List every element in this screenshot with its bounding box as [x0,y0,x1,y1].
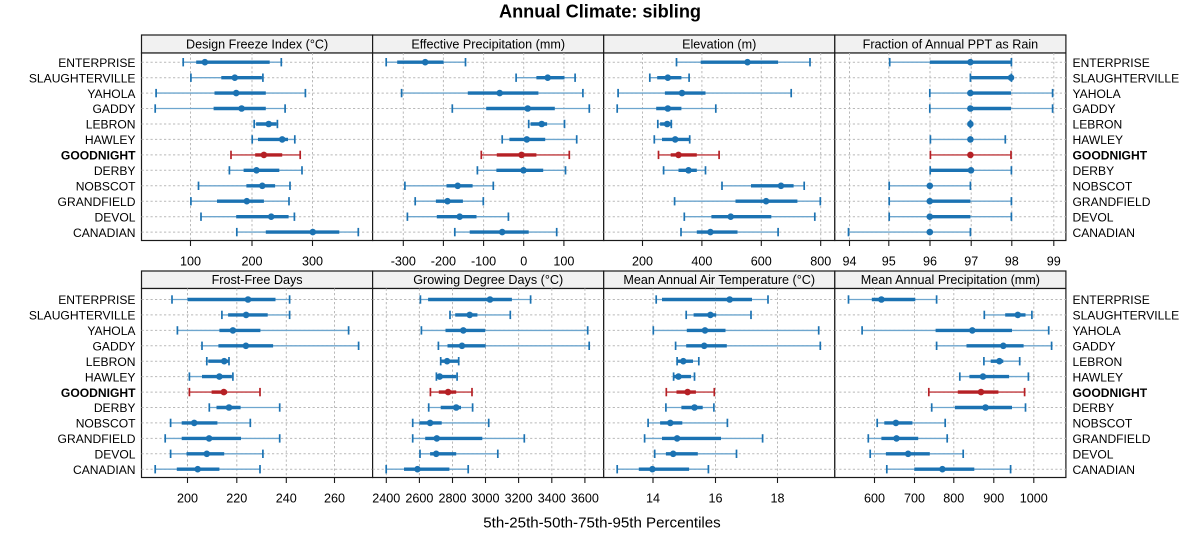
svg-text:HAWLEY: HAWLEY [1073,370,1124,384]
svg-text:ENTERPRISE: ENTERPRISE [58,56,135,70]
svg-text:97: 97 [964,254,978,268]
svg-text:GADDY: GADDY [92,340,135,354]
svg-text:3400: 3400 [538,491,566,505]
svg-text:GOODNIGHT: GOODNIGHT [61,149,136,163]
svg-text:99: 99 [1047,254,1061,268]
svg-text:5th-25th-50th-75th-95th Percen: 5th-25th-50th-75th-95th Percentiles [483,515,720,532]
svg-text:YAHOLA: YAHOLA [1073,324,1122,338]
svg-text:16: 16 [708,491,722,505]
svg-text:GRANDFIELD: GRANDFIELD [58,195,136,209]
svg-text:600: 600 [864,491,885,505]
svg-text:YAHOLA: YAHOLA [1073,87,1122,101]
svg-text:ENTERPRISE: ENTERPRISE [58,293,135,307]
svg-text:GRANDFIELD: GRANDFIELD [1073,432,1151,446]
svg-text:Design Freeze Index (°C): Design Freeze Index (°C) [186,38,328,52]
svg-text:GOODNIGHT: GOODNIGHT [1073,386,1148,400]
svg-text:200: 200 [177,491,198,505]
svg-text:0: 0 [520,254,527,268]
svg-text:DERBY: DERBY [94,164,136,178]
svg-text:-200: -200 [431,254,456,268]
svg-text:400: 400 [691,254,712,268]
svg-text:18: 18 [770,491,784,505]
svg-text:300: 300 [302,254,323,268]
svg-text:GRANDFIELD: GRANDFIELD [58,432,136,446]
svg-text:Frost-Free Days: Frost-Free Days [212,273,303,287]
svg-text:96: 96 [923,254,937,268]
svg-text:Effective Precipitation (mm): Effective Precipitation (mm) [411,38,565,52]
svg-text:-100: -100 [471,254,496,268]
svg-text:2800: 2800 [438,491,466,505]
svg-text:94: 94 [842,254,856,268]
svg-text:SLAUGHTERVILLE: SLAUGHTERVILLE [29,309,136,323]
svg-text:98: 98 [1005,254,1019,268]
svg-text:DEVOL: DEVOL [1073,448,1114,462]
svg-text:Growing Degree Days (°C): Growing Degree Days (°C) [413,273,563,287]
svg-text:2400: 2400 [372,491,400,505]
svg-text:3200: 3200 [505,491,533,505]
svg-text:95: 95 [882,254,896,268]
svg-text:HAWLEY: HAWLEY [85,133,136,147]
svg-text:HAWLEY: HAWLEY [85,370,136,384]
svg-text:Mean Annual Precipitation (mm): Mean Annual Precipitation (mm) [861,273,1040,287]
svg-text:DERBY: DERBY [94,401,136,415]
svg-text:DEVOL: DEVOL [95,448,136,462]
svg-text:CANADIAN: CANADIAN [73,226,136,240]
svg-text:SLAUGHTERVILLE: SLAUGHTERVILLE [1073,71,1180,85]
svg-text:CANADIAN: CANADIAN [1073,463,1136,477]
svg-text:CANADIAN: CANADIAN [1073,226,1136,240]
svg-text:LEBRON: LEBRON [86,118,136,132]
svg-text:1000: 1000 [1020,491,1048,505]
svg-text:YAHOLA: YAHOLA [87,87,136,101]
svg-text:NOBSCOT: NOBSCOT [76,180,136,194]
svg-text:YAHOLA: YAHOLA [87,324,136,338]
svg-text:800: 800 [810,254,831,268]
svg-text:GOODNIGHT: GOODNIGHT [1073,149,1148,163]
svg-text:100: 100 [553,254,574,268]
svg-text:DERBY: DERBY [1073,401,1115,415]
svg-text:700: 700 [904,491,925,505]
svg-text:NOBSCOT: NOBSCOT [1073,417,1133,431]
svg-text:220: 220 [226,491,247,505]
svg-text:800: 800 [943,491,964,505]
svg-text:LEBRON: LEBRON [86,355,136,369]
svg-text:NOBSCOT: NOBSCOT [76,417,136,431]
svg-text:100: 100 [180,254,201,268]
svg-text:GRANDFIELD: GRANDFIELD [1073,195,1151,209]
svg-text:CANADIAN: CANADIAN [73,463,136,477]
svg-text:Mean Annual Air Temperature (°: Mean Annual Air Temperature (°C) [623,273,815,287]
svg-text:DERBY: DERBY [1073,164,1115,178]
svg-text:DEVOL: DEVOL [1073,210,1114,224]
svg-text:HAWLEY: HAWLEY [1073,133,1124,147]
svg-text:3000: 3000 [471,491,499,505]
svg-text:GOODNIGHT: GOODNIGHT [61,386,136,400]
svg-text:DEVOL: DEVOL [95,210,136,224]
svg-text:-300: -300 [391,254,416,268]
svg-text:SLAUGHTERVILLE: SLAUGHTERVILLE [29,71,136,85]
svg-text:2600: 2600 [405,491,433,505]
svg-text:NOBSCOT: NOBSCOT [1073,180,1133,194]
svg-text:3600: 3600 [571,491,599,505]
svg-text:260: 260 [324,491,345,505]
svg-text:240: 240 [276,491,297,505]
svg-text:GADDY: GADDY [92,102,135,116]
svg-text:Annual Climate: sibling: Annual Climate: sibling [499,1,701,21]
svg-text:LEBRON: LEBRON [1073,355,1123,369]
svg-text:200: 200 [632,254,653,268]
svg-text:ENTERPRISE: ENTERPRISE [1073,56,1150,70]
svg-text:Fraction of Annual PPT as Rain: Fraction of Annual PPT as Rain [863,38,1038,52]
svg-text:14: 14 [646,491,660,505]
svg-text:ENTERPRISE: ENTERPRISE [1073,293,1150,307]
svg-text:SLAUGHTERVILLE: SLAUGHTERVILLE [1073,309,1180,323]
svg-text:900: 900 [983,491,1004,505]
svg-text:200: 200 [241,254,262,268]
svg-text:GADDY: GADDY [1073,340,1116,354]
svg-text:600: 600 [751,254,772,268]
svg-text:LEBRON: LEBRON [1073,118,1123,132]
svg-text:GADDY: GADDY [1073,102,1116,116]
svg-text:Elevation (m): Elevation (m) [682,38,756,52]
